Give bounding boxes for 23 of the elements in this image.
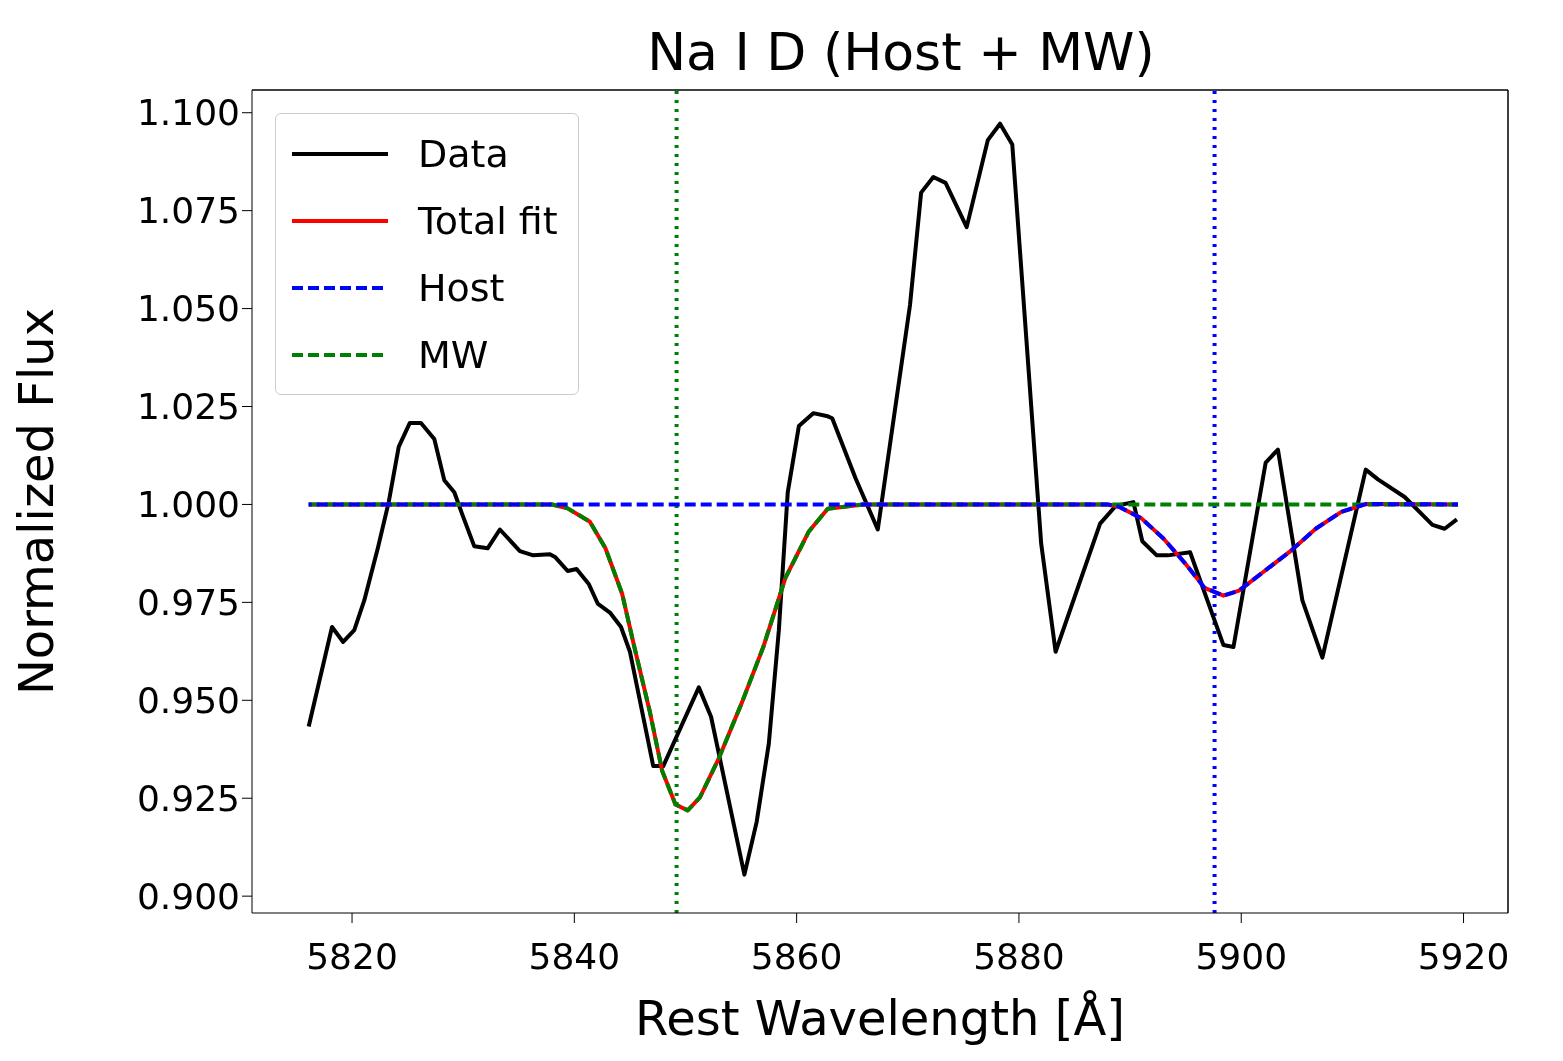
x-tick-label: 5860 bbox=[750, 935, 843, 977]
y-tick-label: 0.925 bbox=[136, 778, 240, 820]
y-tick-label: 0.975 bbox=[136, 582, 240, 624]
y-tick-label: 0.950 bbox=[136, 680, 240, 722]
y-axis-title: Normalized Flux bbox=[8, 307, 65, 696]
legend-label: Data bbox=[418, 131, 509, 176]
legend-label: Total fit bbox=[418, 198, 558, 243]
y-tick-label: 1.100 bbox=[136, 92, 240, 134]
legend-label: MW bbox=[418, 332, 489, 377]
x-axis-title: Rest Wavelength [Å] bbox=[634, 990, 1126, 1046]
line-series bbox=[306, 121, 1459, 877]
y-tick-label: 1.075 bbox=[136, 190, 240, 232]
y-tick-label: 1.025 bbox=[136, 386, 240, 428]
y-tick-label: 1.050 bbox=[136, 288, 240, 330]
chart-title: Na I D (Host + MW) bbox=[647, 22, 1155, 82]
x-tick-label: 5840 bbox=[528, 935, 621, 977]
legend-label: Host bbox=[418, 265, 505, 310]
x-tick-label: 5900 bbox=[1195, 935, 1288, 977]
x-tick-label: 5820 bbox=[306, 935, 398, 977]
x-tick-label: 5880 bbox=[973, 935, 1065, 977]
x-tick-label: 5920 bbox=[1417, 935, 1510, 977]
y-tick-label: 1.000 bbox=[136, 484, 240, 526]
y-tick-label: 0.900 bbox=[136, 875, 240, 917]
